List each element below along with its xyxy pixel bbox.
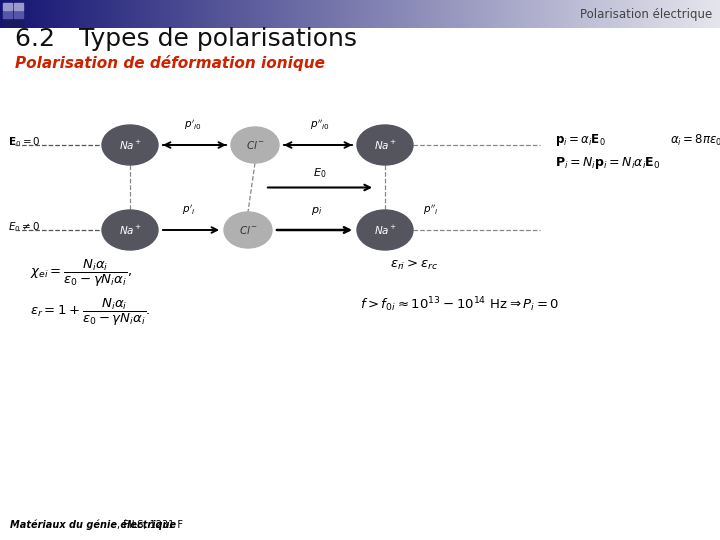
Text: Na$^+$: Na$^+$ (374, 224, 397, 237)
Text: $\mathbf{p}_i = \alpha_i\mathbf{E}_0$: $\mathbf{p}_i = \alpha_i\mathbf{E}_0$ (555, 132, 606, 148)
Text: Cl$^-$: Cl$^-$ (246, 139, 264, 151)
Ellipse shape (357, 210, 413, 250)
Text: $E_0\neq 0$: $E_0\neq 0$ (8, 220, 40, 234)
Text: Polarisation de déformation ionique: Polarisation de déformation ionique (15, 55, 325, 71)
Text: $\varepsilon_r = 1 + \dfrac{N_i\alpha_i}{\varepsilon_0 - \gamma N_i\alpha_i}.$: $\varepsilon_r = 1 + \dfrac{N_i\alpha_i}… (30, 297, 150, 328)
Text: $\mathbf{E}_0= 0$: $\mathbf{E}_0= 0$ (8, 135, 41, 149)
Text: Polarisation électrique: Polarisation électrique (580, 8, 712, 21)
Text: , FILS, 1231 F: , FILS, 1231 F (117, 520, 183, 530)
Bar (14, 3, 23, 10)
Text: 6.2   Types de polarisations: 6.2 Types de polarisations (15, 27, 357, 51)
Text: Na$^+$: Na$^+$ (119, 138, 142, 152)
Text: $\chi_{ei} = \dfrac{N_i\alpha_i}{\varepsilon_0 - \gamma N_i\alpha_i},$: $\chi_{ei} = \dfrac{N_i\alpha_i}{\vareps… (30, 258, 132, 289)
Text: Cl$^-$: Cl$^-$ (238, 224, 258, 236)
Ellipse shape (231, 127, 279, 163)
Text: Na$^+$: Na$^+$ (119, 224, 142, 237)
Ellipse shape (224, 212, 272, 248)
Text: $f > f_{0i} \approx 10^{13} - 10^{14}\ \mathrm{Hz} \Rightarrow P_i = 0$: $f > f_{0i} \approx 10^{13} - 10^{14}\ \… (360, 295, 559, 314)
Text: $p_i$: $p_i$ (311, 205, 322, 217)
Text: $\varepsilon_{ri} > \varepsilon_{rc}$: $\varepsilon_{ri} > \varepsilon_{rc}$ (390, 258, 438, 272)
Bar (3, 11, 12, 18)
Text: $p''_i$: $p''_i$ (423, 202, 438, 217)
Bar (3, 3, 12, 10)
Text: Na$^+$: Na$^+$ (374, 138, 397, 152)
Text: $p'_{i0}$: $p'_{i0}$ (184, 118, 202, 132)
Text: $\mathbf{P}_i = N_i\mathbf{p}_i = N_i\alpha_i\mathbf{E}_0$: $\mathbf{P}_i = N_i\mathbf{p}_i = N_i\al… (555, 155, 660, 171)
Bar (14, 11, 23, 18)
Text: $\alpha_i = 8\pi\varepsilon_0 a^3$: $\alpha_i = 8\pi\varepsilon_0 a^3$ (670, 131, 720, 150)
Ellipse shape (102, 125, 158, 165)
Text: $E_0$: $E_0$ (313, 167, 327, 180)
Ellipse shape (102, 210, 158, 250)
Text: $p'_i$: $p'_i$ (182, 202, 196, 217)
Text: Matériaux du génie électrique: Matériaux du génie électrique (10, 519, 176, 530)
Ellipse shape (357, 125, 413, 165)
Bar (14, 19, 23, 26)
Text: $p''_{i0}$: $p''_{i0}$ (310, 118, 330, 132)
Bar (3, 19, 12, 26)
